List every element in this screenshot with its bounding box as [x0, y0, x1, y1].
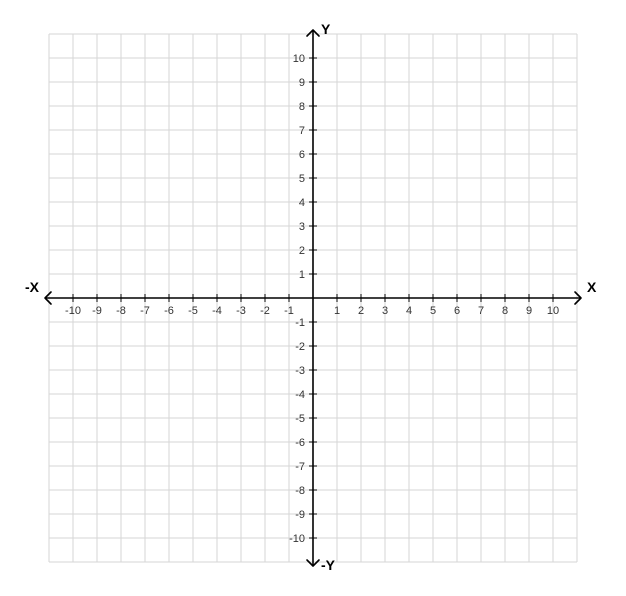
y-tick-label: 1	[299, 269, 305, 281]
y-tick-label: -7	[295, 461, 305, 473]
y-tick-label: -2	[295, 341, 305, 353]
x-neg-axis-label: -X	[25, 279, 40, 295]
x-tick-label: 9	[526, 305, 532, 317]
y-pos-axis-label: Y	[321, 21, 331, 37]
x-tick-label: 5	[430, 305, 436, 317]
x-pos-axis-label: X	[587, 279, 597, 295]
coordinate-plane-svg: 1 2 3 4 5 6 7 8 9 10 -1 -2 -3 -4 -5 -6 -7 -8 -9 -10 1 2 3 4 5 6 7 8…	[0, 0, 626, 596]
x-tick-label: 8	[502, 305, 508, 317]
x-tick-label: -1	[284, 305, 294, 317]
y-tick-label: -1	[295, 317, 305, 329]
x-tick-label: 1	[334, 305, 340, 317]
y-tick-label: -9	[295, 509, 305, 521]
x-tick-label: -5	[188, 305, 198, 317]
x-tick-label: -7	[140, 305, 150, 317]
y-tick-label: -8	[295, 485, 305, 497]
x-tick-label: -2	[260, 305, 270, 317]
x-tick-label: -10	[65, 305, 81, 317]
y-tick-label: 2	[299, 245, 305, 257]
x-tick-label: -3	[236, 305, 246, 317]
coordinate-plane-container: { "chart": { "type": "coordinate-plane",…	[0, 0, 626, 596]
y-tick-label: 9	[299, 77, 305, 89]
y-tick-label: 3	[299, 221, 305, 233]
y-neg-axis-label: -Y	[321, 557, 336, 573]
y-tick-label: -4	[295, 389, 305, 401]
y-tick-label: -5	[295, 413, 305, 425]
x-tick-label: 7	[478, 305, 484, 317]
x-tick-label: -9	[92, 305, 102, 317]
x-tick-label: 4	[406, 305, 412, 317]
y-tick-label: 8	[299, 101, 305, 113]
x-tick-label: 10	[547, 305, 559, 317]
y-tick-label: -6	[295, 437, 305, 449]
x-tick-label: -6	[164, 305, 174, 317]
x-tick-label: -4	[212, 305, 222, 317]
y-tick-label: 4	[299, 197, 305, 209]
y-tick-label: 10	[293, 53, 305, 65]
x-tick-label: -8	[116, 305, 126, 317]
x-tick-label: 2	[358, 305, 364, 317]
y-tick-label: -3	[295, 365, 305, 377]
x-tick-label: 3	[382, 305, 388, 317]
y-tick-label: 7	[299, 125, 305, 137]
x-tick-label: 6	[454, 305, 460, 317]
y-tick-label: 6	[299, 149, 305, 161]
y-tick-label: 5	[299, 173, 305, 185]
y-tick-label: -10	[289, 533, 305, 545]
